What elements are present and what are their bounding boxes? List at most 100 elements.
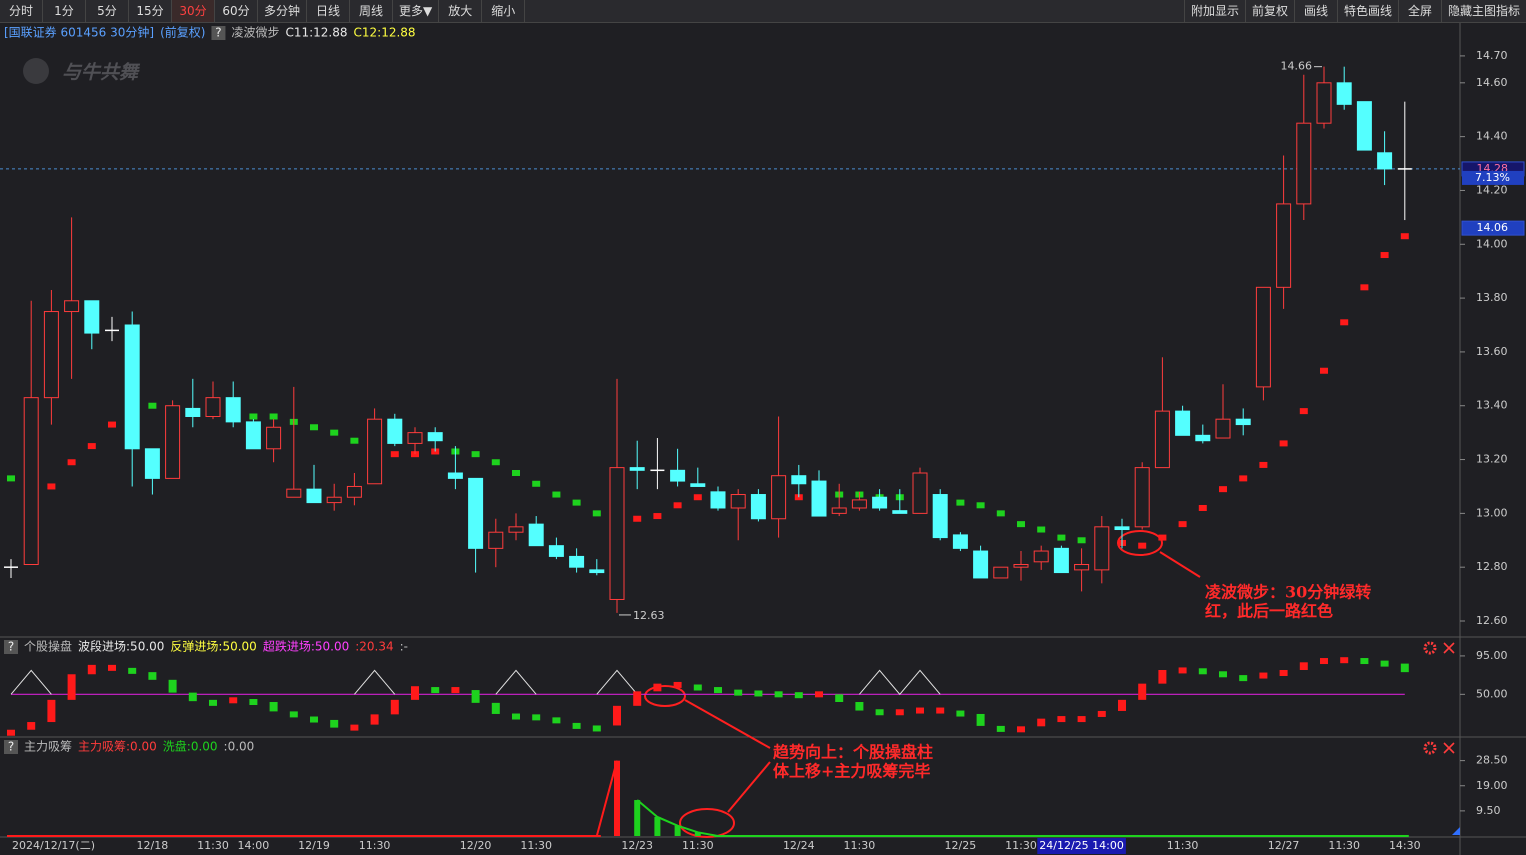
trend-bar [956, 710, 965, 717]
overlay-dot [1360, 284, 1369, 291]
trend-bar [774, 691, 783, 698]
trend-bar [229, 697, 238, 704]
readout: 反弹进场:50.00 [170, 640, 256, 654]
trend-bar [7, 729, 15, 736]
overlay-dot [350, 437, 359, 444]
flow-bar [1239, 835, 1248, 837]
gear-icon[interactable] [1423, 641, 1437, 655]
overlay-dot [532, 480, 541, 487]
indicator-name: 凌波微步 [231, 26, 279, 40]
x-tick-label: 24/12/25 14:00 [1039, 839, 1124, 852]
trend-bar [128, 667, 137, 674]
trend-bar [1340, 657, 1349, 664]
overlay-dot [956, 499, 965, 506]
close-icon[interactable] [1443, 642, 1455, 654]
toolbar-button[interactable]: 缩小 [482, 0, 526, 22]
readout: :20.34 [355, 640, 393, 654]
toolbar-button[interactable]: 隐藏主图指标 [1440, 0, 1526, 22]
y-tick-label: 13.00 [1476, 506, 1508, 519]
toolbar-button[interactable]: 全屏 [1397, 0, 1441, 22]
toolbar-button[interactable]: 15分 [129, 0, 172, 22]
candle-body [508, 526, 524, 533]
y-tick-label: 14.00 [1476, 237, 1508, 250]
toolbar-button[interactable]: 周线 [350, 0, 394, 22]
toolbar-button[interactable]: 更多▼ [393, 0, 440, 22]
overlay-dot [1138, 542, 1147, 549]
trend-bar [1239, 675, 1248, 682]
candle-body [407, 432, 423, 444]
flow-bar [1219, 835, 1227, 837]
flow-bar [976, 835, 985, 837]
overlay-dot [1219, 486, 1227, 493]
candle-body [569, 555, 585, 568]
flow-bar [229, 835, 238, 837]
toolbar-button[interactable]: 60分 [215, 0, 258, 22]
flow-bar [168, 835, 177, 837]
candle-body [1235, 418, 1251, 426]
x-tick-label: 11:30 [844, 839, 876, 852]
x-tick-label: 12/23 [621, 839, 653, 852]
trend-bar [653, 683, 662, 692]
flow-bar [1360, 835, 1369, 837]
flow-bar [451, 835, 460, 837]
change-label: 7.13% [1475, 171, 1510, 184]
candle-body [1053, 547, 1069, 574]
flow-bar [370, 835, 379, 837]
annotation-arrow [1159, 551, 1201, 578]
flow-bar [956, 835, 965, 837]
trend-bar [390, 699, 399, 715]
y-tick-label: 14.40 [1476, 130, 1508, 143]
trend-bar [916, 707, 924, 714]
overlay-dot [592, 510, 601, 517]
trend-bar [1360, 658, 1369, 665]
indicator-name: 个股操盘 [24, 639, 72, 654]
gear[interactable] [1423, 741, 1437, 755]
flow-bar [1057, 835, 1066, 837]
y-tick-label: 50.00 [1476, 687, 1508, 700]
overlay-dot [1320, 367, 1328, 374]
annotation-text: 体上移+主力吸筹完毕 [773, 762, 930, 781]
toolbar-button[interactable]: 特色画线 [1336, 0, 1398, 22]
candle-body [1356, 101, 1372, 151]
trend-bar [350, 724, 359, 731]
trend-bar [895, 709, 904, 716]
gear-icon[interactable] [1423, 741, 1437, 755]
candle-body [609, 467, 625, 600]
close[interactable] [1443, 642, 1455, 654]
flow-bar [855, 835, 864, 837]
toolbar-button[interactable]: 1分 [43, 0, 86, 22]
readout: :- [400, 640, 408, 654]
trend-bar [1017, 726, 1025, 733]
toolbar-button[interactable]: 画线 [1293, 0, 1337, 22]
signal-line [859, 669, 941, 696]
candle-body [1033, 550, 1049, 563]
overlay-dot [1178, 521, 1187, 528]
toolbar-button[interactable]: 日线 [307, 0, 351, 22]
trend-bar [1279, 669, 1288, 676]
toolbar-button[interactable]: 5分 [86, 0, 129, 22]
overlay-dot [1057, 534, 1066, 541]
gear[interactable] [1423, 641, 1437, 655]
overlay-dot [633, 515, 642, 522]
x-tick-label: 11:30 [682, 839, 714, 852]
candle-body [831, 507, 847, 514]
flow-bar [875, 835, 884, 837]
overlay-dot [87, 443, 96, 450]
close-icon[interactable] [1443, 742, 1455, 754]
toolbar-button[interactable]: 附加显示 [1183, 0, 1245, 22]
flow-bar [1320, 835, 1328, 837]
trend-bar [1400, 663, 1409, 673]
close[interactable] [1443, 742, 1455, 754]
toolbar-button[interactable]: 分时 [0, 0, 43, 22]
trend-bar [1037, 718, 1046, 727]
candle-body [1215, 418, 1231, 439]
flow-bar [289, 835, 298, 837]
flow-bar [108, 835, 116, 837]
candle-body [286, 488, 302, 498]
toolbar-button[interactable]: 放大 [439, 0, 483, 22]
toolbar-button[interactable]: 前复权 [1244, 0, 1294, 22]
toolbar-button[interactable]: 多分钟 [258, 0, 308, 22]
toolbar-button[interactable]: 30分 [172, 0, 215, 22]
flow-bar [249, 835, 258, 837]
